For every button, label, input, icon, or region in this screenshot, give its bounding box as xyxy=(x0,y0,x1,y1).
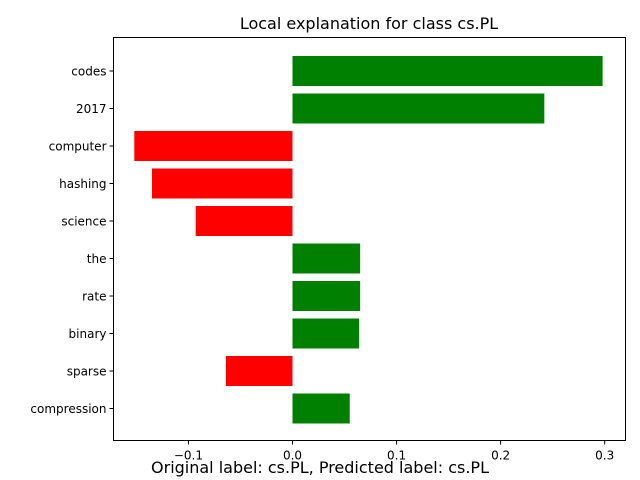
x-ticks: −0.1 0.0 0.1 0.2 0.3 xyxy=(174,440,614,463)
bar-binary xyxy=(292,318,360,349)
x-tick-label: 0.3 xyxy=(595,449,614,463)
y-label-computer: computer xyxy=(49,140,107,154)
bar-science xyxy=(195,206,293,236)
y-tick-labels: codes 2017 computer hashing science the rate bi… xyxy=(30,65,114,416)
bar-2017 xyxy=(292,93,545,124)
bar-the xyxy=(292,243,361,274)
bar-sparse xyxy=(225,356,293,386)
bar-compression xyxy=(292,393,350,424)
bar-rate xyxy=(292,281,361,311)
y-label-codes: codes xyxy=(71,65,106,79)
y-label-science: science xyxy=(61,215,106,229)
plot-frame xyxy=(113,37,626,441)
bar-hashing xyxy=(152,168,293,199)
chart-title: Local explanation for class cs.PL xyxy=(240,14,498,33)
y-label-the: the xyxy=(87,252,107,266)
bar-computer xyxy=(134,131,293,161)
x-tick-label: 0.1 xyxy=(387,449,406,463)
y-label-compression: compression xyxy=(30,402,106,416)
x-tick-label: −0.1 xyxy=(174,449,203,463)
x-tick-label: 0.2 xyxy=(491,449,510,463)
prediction-caption: Original label: cs.PL, Predicted label: … xyxy=(151,458,489,477)
y-label-hashing: hashing xyxy=(59,177,106,191)
y-label-rate: rate xyxy=(82,290,106,304)
y-label-sparse: sparse xyxy=(67,365,107,379)
y-label-2017: 2017 xyxy=(76,102,107,116)
x-tick-label: 0.0 xyxy=(283,449,302,463)
bars xyxy=(134,56,603,424)
bar-codes xyxy=(292,56,603,86)
y-label-binary: binary xyxy=(69,327,107,341)
